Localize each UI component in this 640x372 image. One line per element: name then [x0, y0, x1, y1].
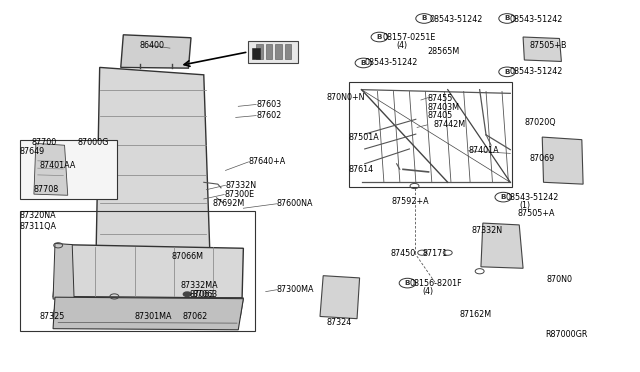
Text: 87708: 87708 [34, 185, 59, 194]
Polygon shape [523, 37, 561, 61]
Text: (1): (1) [519, 201, 531, 210]
Text: 870N0+N: 870N0+N [326, 93, 365, 102]
Circle shape [183, 292, 191, 296]
Text: 87062: 87062 [182, 312, 208, 321]
Polygon shape [481, 223, 523, 268]
Text: 87405: 87405 [428, 111, 452, 120]
Text: 870N0: 870N0 [547, 275, 573, 284]
Polygon shape [34, 143, 68, 195]
Text: 87069: 87069 [529, 154, 555, 163]
Text: 87455: 87455 [428, 94, 452, 103]
Text: 87614: 87614 [349, 165, 374, 174]
Text: 87450: 87450 [390, 249, 415, 258]
Text: B: B [377, 34, 382, 40]
Text: B: B [361, 60, 366, 66]
Text: B: B [500, 194, 506, 200]
Text: 87649: 87649 [20, 147, 45, 156]
Text: 87592+A: 87592+A [392, 197, 429, 206]
Text: 87692M: 87692M [212, 199, 245, 208]
Text: 87603: 87603 [256, 100, 281, 109]
Text: 08543-51242: 08543-51242 [365, 58, 418, 67]
Text: 87324: 87324 [326, 318, 351, 327]
Text: 87063: 87063 [192, 290, 218, 299]
Text: 87700: 87700 [31, 138, 56, 147]
Polygon shape [542, 137, 583, 184]
Text: 08543-51242: 08543-51242 [509, 67, 563, 76]
Bar [285, 44, 291, 59]
Text: 87332N: 87332N [225, 181, 257, 190]
Text: 08543-51242: 08543-51242 [430, 15, 483, 24]
Text: 87602: 87602 [256, 111, 282, 120]
Text: B: B [404, 280, 410, 286]
Text: 87066M: 87066M [172, 252, 204, 261]
Text: 08543-51242: 08543-51242 [505, 193, 559, 202]
Text: B: B [421, 16, 427, 22]
Text: 87301MA: 87301MA [135, 312, 172, 321]
Text: 87401A: 87401A [468, 146, 499, 155]
Text: 87505+A: 87505+A [518, 209, 556, 218]
Text: 87063: 87063 [189, 290, 214, 299]
Text: 87401AA: 87401AA [39, 161, 76, 170]
Text: 87300E: 87300E [224, 190, 254, 199]
Bar [266, 44, 272, 59]
Bar [248, 41, 298, 63]
Text: 87600NA: 87600NA [276, 199, 313, 208]
Text: 87442M: 87442M [434, 121, 466, 129]
Text: 87505+B: 87505+B [529, 41, 567, 51]
Text: R87000GR: R87000GR [545, 330, 587, 340]
Bar [256, 44, 262, 59]
Text: 87332N: 87332N [472, 226, 503, 235]
Text: 28565M: 28565M [428, 47, 460, 56]
Polygon shape [53, 243, 74, 300]
Text: 87162M: 87162M [460, 311, 492, 320]
Polygon shape [121, 35, 191, 68]
Polygon shape [53, 244, 243, 298]
Text: (4): (4) [397, 41, 408, 51]
Text: (4): (4) [422, 287, 433, 296]
Text: 87020Q: 87020Q [524, 118, 556, 127]
Polygon shape [95, 67, 211, 299]
Text: 87403M: 87403M [428, 103, 460, 112]
Text: 87640+A: 87640+A [248, 157, 285, 166]
Text: 87332MA: 87332MA [180, 281, 218, 290]
Text: 87311QA: 87311QA [20, 222, 57, 231]
Text: 87300MA: 87300MA [276, 285, 314, 294]
Bar [20, 140, 117, 199]
Bar [275, 44, 282, 59]
Text: 87171: 87171 [422, 249, 447, 258]
Text: 08157-0251E: 08157-0251E [383, 33, 436, 42]
Text: 86400: 86400 [140, 41, 165, 50]
Polygon shape [53, 296, 243, 318]
Bar [252, 48, 260, 58]
Text: 08543-51242: 08543-51242 [509, 15, 563, 24]
Polygon shape [320, 276, 360, 319]
Bar [349, 82, 511, 187]
Text: B: B [504, 69, 510, 75]
Text: 87325: 87325 [39, 312, 65, 321]
Text: 87501A: 87501A [349, 133, 380, 142]
Text: 87320NA: 87320NA [20, 211, 56, 220]
Polygon shape [53, 297, 243, 330]
Text: 08156-8201F: 08156-8201F [410, 279, 462, 288]
Text: B: B [504, 16, 510, 22]
Bar [20, 211, 255, 331]
Text: 87000G: 87000G [77, 138, 109, 147]
